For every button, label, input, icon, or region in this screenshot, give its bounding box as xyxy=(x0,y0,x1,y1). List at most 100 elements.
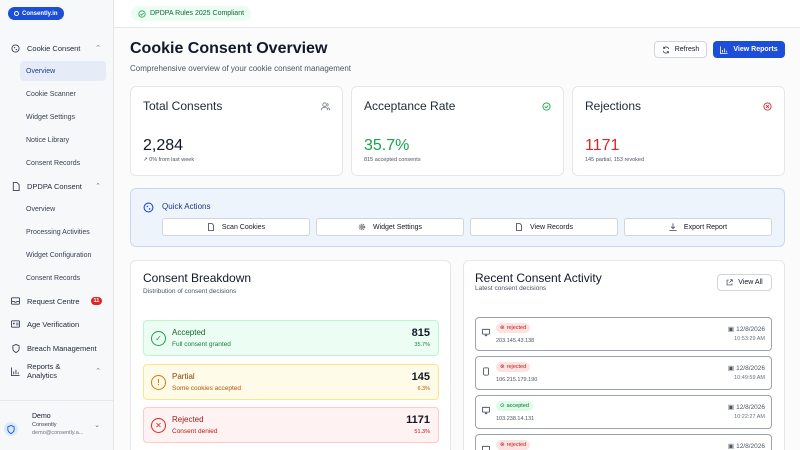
x-circle-icon: ✕ xyxy=(151,418,166,433)
view-all-button[interactable]: View All xyxy=(717,274,772,291)
breakdown-row-accepted: ✓ Accepted Full consent granted 815 35.7… xyxy=(143,320,439,356)
desktop-icon xyxy=(482,445,490,450)
breakdown-title: Consent Breakdown xyxy=(143,271,252,285)
button-label: Export Report xyxy=(683,223,728,231)
activity-title: Recent Consent Activity xyxy=(475,271,602,285)
quick-actions-title: Quick Actions xyxy=(162,202,211,211)
refresh-button[interactable]: Refresh xyxy=(654,41,707,58)
row-desc: Some cookies accepted xyxy=(172,385,242,392)
stat-label: Acceptance Rate xyxy=(364,99,456,113)
users-icon xyxy=(321,102,330,111)
user-name: Demo xyxy=(32,413,51,420)
row-value: 145 xyxy=(411,371,430,383)
recent-activity-card: Recent Consent Activity Latest consent d… xyxy=(463,260,785,450)
x-circle-icon: ⊗ xyxy=(500,364,505,370)
brand-logo[interactable]: Consently.in xyxy=(8,7,64,20)
stat-trend: ↗ 0% from last week xyxy=(143,157,194,163)
quick-actions-panel: Quick Actions Scan Cookies Widget Settin… xyxy=(130,188,785,247)
activity-time: 10:53:29 AM xyxy=(734,336,765,342)
check-circle-icon: ⊙ xyxy=(500,403,505,409)
chevron-up-icon: ⌃ xyxy=(95,45,101,52)
document-icon xyxy=(11,181,20,191)
button-label: Scan Cookies xyxy=(221,223,266,231)
status-text: accepted xyxy=(506,403,529,409)
sidebar-subitem-widget-configuration[interactable]: Widget Configuration xyxy=(26,251,92,259)
activity-item[interactable]: ⊗ rejected 203.145.43.138 ▣ 12/8/2026 10:5… xyxy=(475,317,772,351)
export-report-button[interactable]: Export Report xyxy=(624,218,772,236)
chevron-up-icon: ⌃ xyxy=(95,368,101,375)
ip-address: 203.145.43.138 xyxy=(496,338,535,344)
sidebar-subitem-notice-library[interactable]: Notice Library xyxy=(26,136,70,144)
activity-time: 10:49:59 AM xyxy=(734,375,765,381)
compliance-badge: DPDPA Rules 2025 Compliant xyxy=(131,6,252,21)
sidebar-item-dpdpa-consent[interactable]: DPDPA Consent ⌃ xyxy=(8,177,105,195)
avatar xyxy=(4,422,18,436)
desktop-icon xyxy=(482,328,490,337)
ip-address: 103.238.14.131 xyxy=(496,416,535,422)
refresh-icon xyxy=(662,46,669,53)
document-icon xyxy=(516,223,522,231)
row-desc: Full consent granted xyxy=(172,341,231,348)
sidebar-subitem-dpdpa-overview[interactable]: Overview xyxy=(26,205,56,213)
user-menu[interactable]: Demo Consently demo@consently.a... ⌄ xyxy=(0,400,114,450)
stat-value: 2,284 xyxy=(143,137,184,154)
sidebar-subitem-dpdpa-consent-records[interactable]: Consent Records xyxy=(26,274,81,282)
calendar-icon: ▣ xyxy=(727,443,735,450)
row-label: Rejected xyxy=(172,415,204,424)
activity-time: 10:22:27 AM xyxy=(734,414,765,420)
view-all-label: View All xyxy=(738,279,763,286)
status-badge: ⊗ rejected xyxy=(496,440,531,450)
sidebar-subitem-cookie-scanner[interactable]: Cookie Scanner xyxy=(26,90,76,98)
row-value: 815 xyxy=(411,327,430,339)
scan-icon xyxy=(208,223,214,231)
sidebar-item-age-verification[interactable]: Age Verification xyxy=(8,315,105,333)
activity-date: ▣ 12/8/2026 xyxy=(728,442,765,450)
inbox-icon xyxy=(11,297,20,306)
bar-chart-icon xyxy=(720,45,728,54)
sidebar-subitem-processing-activities[interactable]: Processing Activities xyxy=(26,228,90,236)
activity-item[interactable]: ⊗ rejected 106.215.179.190 ▣ 12/8/2026 10:… xyxy=(475,356,772,390)
sidebar-subitem-widget-settings[interactable]: Widget Settings xyxy=(26,113,76,121)
status-badge: ⊗ rejected xyxy=(496,362,531,372)
chevron-down-icon[interactable]: ⌄ xyxy=(94,422,100,429)
calendar-icon: ▣ xyxy=(727,365,735,372)
sidebar-item-label: Cookie Consent xyxy=(27,43,81,53)
download-icon xyxy=(669,223,677,231)
shield-icon xyxy=(11,343,20,353)
activity-item[interactable]: ⊙ accepted 103.238.14.131 ▣ 12/8/2026 10:2… xyxy=(475,395,772,429)
page-title: Cookie Consent Overview xyxy=(130,40,328,57)
breakdown-subtitle: Distribution of consent decisions xyxy=(143,288,237,295)
view-records-button[interactable]: View Records xyxy=(470,218,618,236)
scan-cookies-button[interactable]: Scan Cookies xyxy=(162,218,310,236)
calendar-icon: ▣ xyxy=(727,404,735,411)
widget-settings-button[interactable]: Widget Settings xyxy=(316,218,464,236)
row-pct: 35.7% xyxy=(414,342,430,348)
stat-card-acceptance-rate: Acceptance Rate 35.7% 815 accepted conse… xyxy=(351,86,564,176)
sidebar-subitem-consent-records[interactable]: Consent Records xyxy=(26,159,81,167)
row-pct: 51.3% xyxy=(414,429,430,435)
trend-up-icon: ↗ xyxy=(143,157,150,163)
date-text: 12/8/2026 xyxy=(736,403,765,411)
sidebar-item-label: DPDPA Consent xyxy=(27,181,82,191)
cookie-icon xyxy=(11,43,20,53)
stat-card-rejections: Rejections 1171 145 partial, 153 revoked xyxy=(572,86,785,176)
status-badge: ⊙ accepted xyxy=(496,401,533,411)
sidebar-subitem-overview[interactable]: Overview xyxy=(20,61,106,81)
button-label: Widget Settings xyxy=(372,223,423,231)
stat-card-total-consents: Total Consents 2,284 ↗ 0% from last week xyxy=(130,86,343,176)
row-pct: 6.3% xyxy=(417,386,430,392)
stat-trend-text: 0% from last week xyxy=(149,157,195,163)
sidebar-item-cookie-consent[interactable]: Cookie Consent ⌃ xyxy=(8,39,105,57)
activity-date: ▣ 12/8/2026 xyxy=(727,364,765,373)
sidebar-item-request-centre[interactable]: Request Centre 11 xyxy=(8,292,105,310)
row-value: 1171 xyxy=(406,414,430,426)
alert-circle-icon: ! xyxy=(151,375,166,390)
activity-item[interactable]: ⊗ rejected ▣ 12/8/2026 xyxy=(475,434,772,450)
view-reports-button[interactable]: View Reports xyxy=(713,41,785,58)
row-label: Accepted xyxy=(172,328,206,337)
button-label: View Records xyxy=(529,223,574,231)
sidebar-item-breach-management[interactable]: Breach Management xyxy=(8,339,105,357)
sidebar-item-label: Reports & Analytics xyxy=(27,362,61,380)
x-circle-icon: ⊗ xyxy=(500,325,505,331)
sidebar-item-reports-analytics[interactable]: Reports & Analytics ⌃ xyxy=(8,362,105,380)
